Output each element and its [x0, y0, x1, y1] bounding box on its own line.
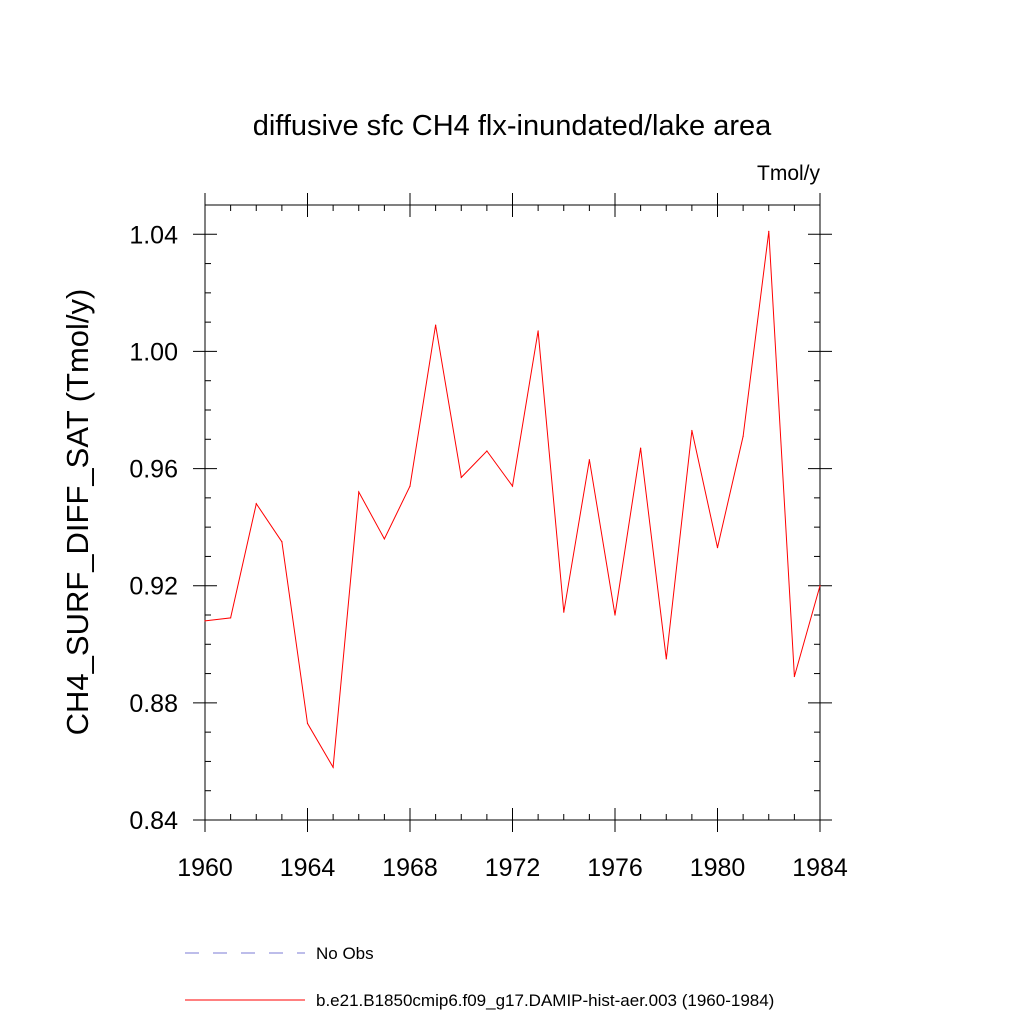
series-point: [255, 503, 257, 505]
y-tick-label: 1.00: [129, 338, 178, 366]
units-label: Tmol/y: [757, 162, 821, 185]
series-point: [460, 476, 462, 478]
series-point: [691, 429, 693, 432]
y-tick-label: 0.96: [129, 456, 178, 484]
y-tick-label: 0.84: [129, 807, 178, 835]
series-point: [742, 435, 744, 437]
legend-label-model: b.e21.B1850cmip6.f09_g17.DAMIP-hist-aer.…: [316, 991, 774, 1010]
series-point: [281, 541, 283, 543]
series-point: [204, 620, 206, 622]
series-point: [486, 450, 488, 452]
series-point: [819, 585, 821, 587]
x-tick-label: 1980: [690, 854, 746, 882]
x-tick-label: 1972: [485, 854, 541, 882]
series-point: [435, 324, 437, 326]
series-point: [230, 617, 232, 619]
series-point: [716, 547, 719, 549]
series-point: [614, 614, 616, 616]
legend: No Obs b.e21.B1850cmip6.f09_g17.DAMIP-hi…: [185, 944, 774, 1010]
series-point: [537, 330, 539, 332]
y-tick-label: 0.92: [129, 573, 178, 601]
series-point: [511, 485, 514, 487]
y-minor-ticks: [205, 204, 820, 792]
x-tick-label: 1976: [587, 854, 643, 882]
plot-frame: [204, 204, 821, 821]
y-tick-label: 0.88: [129, 690, 178, 718]
series-point: [563, 611, 565, 613]
y-tick-label: 1.04: [129, 221, 178, 249]
series-point: [409, 485, 411, 487]
series-point: [332, 766, 334, 768]
series-point: [306, 722, 309, 724]
y-axis-label: CH4_SURF_DIFF_SAT (Tmol/y): [60, 289, 95, 736]
legend-label-no-obs: No Obs: [316, 944, 374, 963]
series-layer: [204, 230, 821, 769]
series-point: [640, 447, 642, 449]
series-point: [793, 675, 795, 678]
series-point: [588, 459, 590, 461]
x-tick-label: 1964: [280, 854, 336, 882]
x-tick-label: 1984: [792, 854, 848, 882]
series-point: [768, 230, 770, 232]
y-axis-ticks: 0.84 0.88 0.92 0.96 1.00 1.04: [129, 221, 832, 835]
x-tick-label: 1960: [177, 854, 233, 882]
x-axis-ticks: 1960 1964 1968 1972 1976 1980 1984: [177, 193, 848, 882]
series-line: [204, 231, 821, 769]
x-tick-label: 1968: [382, 854, 438, 882]
x-minor-ticks: [230, 205, 795, 820]
series-point: [358, 491, 360, 493]
chart-title: diffusive sfc CH4 flx-inundated/lake are…: [253, 110, 772, 142]
series-point: [665, 658, 667, 660]
series-point: [383, 538, 385, 540]
